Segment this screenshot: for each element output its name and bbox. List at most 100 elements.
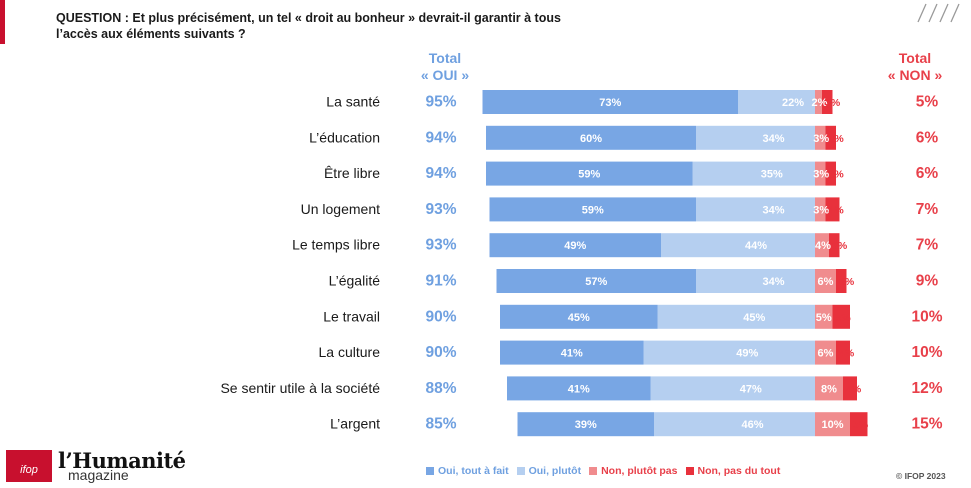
bar-oui-plutot — [661, 233, 815, 258]
bar-oui-plutot — [692, 161, 815, 186]
legend-item-non-pas-du-tout: Non, pas du tout — [685, 465, 781, 477]
bar-non-pas-du-tout — [832, 304, 850, 329]
bar-non-pas-du-tout — [836, 269, 847, 293]
label-oui-tout-a-fait: 49% — [564, 240, 586, 252]
label-non-plutot-pas: 2% — [812, 97, 828, 109]
label-non-pas-du-tout: 4% — [829, 204, 845, 216]
humanite-logo: l’Humanité magazine — [58, 450, 186, 482]
legend-swatch — [685, 467, 694, 475]
label-non-pas-du-tout: 3% — [829, 169, 845, 181]
total-oui-value: 85% — [425, 416, 456, 433]
legend-label: Oui, plutôt — [528, 465, 582, 477]
label-oui-tout-a-fait: 45% — [568, 312, 590, 324]
question-line-1: QUESTION : Et plus précisément, un tel «… — [56, 11, 561, 25]
category-label: L’égalité — [329, 273, 381, 289]
chart-legend: Oui, tout à fait Oui, plutôt Non, plutôt p… — [426, 464, 780, 478]
bar-oui-plutot — [654, 412, 815, 437]
accent-strip — [0, 0, 5, 44]
bar-non-plutot-pas — [815, 161, 826, 186]
label-non-plutot-pas: 10% — [821, 419, 843, 431]
category-label: L’éducation — [309, 129, 380, 145]
category-label: Le temps libre — [292, 237, 380, 253]
label-non-plutot-pas: 3% — [813, 169, 829, 181]
row-un-logement: Un logement 93% 7% 59% 34% 3% 4% — [301, 197, 939, 222]
bar-oui-tout-a-fait — [500, 304, 658, 329]
total-oui-value: 88% — [425, 380, 456, 397]
legend-label: Non, pas du tout — [697, 465, 781, 477]
label-oui-plutot: 35% — [761, 169, 783, 181]
label-oui-plutot: 34% — [762, 276, 784, 288]
label-oui-tout-a-fait: 41% — [568, 383, 590, 395]
question-text: QUESTION : Et plus précisément, un tel «… — [56, 10, 616, 42]
total-non-value: 7% — [916, 201, 939, 218]
label-oui-plutot: 45% — [743, 312, 765, 324]
decorative-slashes-icon — [917, 3, 960, 23]
bar-oui-plutot — [696, 197, 815, 222]
label-oui-plutot: 34% — [762, 133, 784, 145]
row-le-travail: Le travail 90% 10% 45% 45% 5% 5% — [323, 304, 943, 329]
category-label: La culture — [319, 344, 381, 360]
total-non-value: 6% — [916, 129, 939, 146]
total-oui-header: Total « OUI » — [410, 50, 480, 84]
label-non-pas-du-tout: 3% — [839, 276, 855, 288]
label-non-plutot-pas: 6% — [818, 276, 834, 288]
label-oui-tout-a-fait: 59% — [578, 169, 600, 181]
bar-non-plutot-pas — [815, 340, 836, 365]
label-non-plutot-pas: 8% — [821, 383, 837, 395]
category-label: L’argent — [330, 416, 380, 432]
legend-item-oui-tout-a-fait: Oui, tout à fait — [426, 465, 509, 477]
bar-non-pas-du-tout — [825, 161, 836, 186]
legend-label: Oui, tout à fait — [438, 465, 509, 477]
label-oui-tout-a-fait: 39% — [575, 419, 597, 431]
row-l-argent: L’argent 85% 15% 39% 46% 10% 5% — [330, 412, 943, 437]
total-oui-header-line-1: Total — [428, 50, 462, 66]
bar-non-pas-du-tout — [850, 412, 868, 437]
label-non-pas-du-tout: 3% — [829, 133, 845, 145]
total-non-header-line-2: « NON » — [887, 67, 943, 83]
bar-non-plutot-pas — [815, 197, 826, 222]
label-non-pas-du-tout: 5% — [853, 419, 869, 431]
copyright-text: © IFOP 2023 — [896, 471, 946, 481]
total-oui-header-line-2: « OUI » — [420, 67, 470, 83]
bar-oui-plutot — [696, 125, 815, 150]
bar-non-plutot-pas — [815, 304, 833, 329]
row-etre-libre: Être libre 94% 6% 59% 35% 3% 3% — [324, 161, 938, 186]
bar-oui-plutot — [643, 340, 815, 365]
bar-non-pas-du-tout — [843, 376, 857, 401]
label-non-plutot-pas: 6% — [818, 348, 834, 360]
category-label: Se sentir utile à la société — [220, 380, 380, 396]
bar-oui-plutot — [696, 269, 815, 293]
label-oui-plutot: 49% — [736, 348, 758, 360]
label-oui-plutot: 44% — [745, 240, 767, 252]
legend-swatch — [516, 467, 525, 475]
label-non-plutot-pas: 4% — [815, 240, 831, 252]
label-oui-plutot: 47% — [740, 383, 762, 395]
total-oui-value: 95% — [425, 94, 456, 111]
label-non-pas-du-tout: 4% — [839, 348, 855, 360]
bar-oui-plutot — [657, 304, 815, 329]
legend-label: Non, plutôt pas — [601, 465, 678, 477]
label-oui-plutot: 22% — [782, 97, 804, 109]
bar-non-pas-du-tout — [822, 90, 833, 114]
label-oui-tout-a-fait: 59% — [582, 204, 604, 216]
label-oui-plutot: 34% — [762, 204, 784, 216]
legend-swatch — [426, 467, 434, 475]
total-non-value: 15% — [911, 416, 942, 433]
row-se-sentir-utile-a-la-societe: Se sentir utile à la société 88% 12% 41% 47%… — [220, 376, 943, 401]
total-non-value: 12% — [911, 380, 942, 397]
row-l-education: L’éducation 94% 6% 60% 34% 3% 3% — [309, 125, 939, 150]
bar-non-pas-du-tout — [825, 125, 836, 150]
label-non-plutot-pas: 3% — [813, 204, 829, 216]
total-non-value: 10% — [911, 344, 942, 361]
bar-oui-tout-a-fait — [496, 269, 696, 293]
row-la-sante: La santé 95% 5% 73% 22% 2%3% — [326, 90, 938, 114]
bar-oui-tout-a-fait — [482, 90, 738, 114]
bar-oui-plutot — [738, 90, 815, 114]
category-label: Le travail — [323, 308, 380, 324]
logo-area: IFOP l’Humanité magazine — [6, 448, 186, 484]
ifop-logo: IFOP — [6, 450, 52, 482]
row-le-temps-libre: Le temps libre 93% 7% 49% 44% 4% 3% — [292, 233, 938, 258]
total-non-value: 9% — [916, 273, 939, 290]
bar-oui-tout-a-fait — [486, 161, 693, 186]
